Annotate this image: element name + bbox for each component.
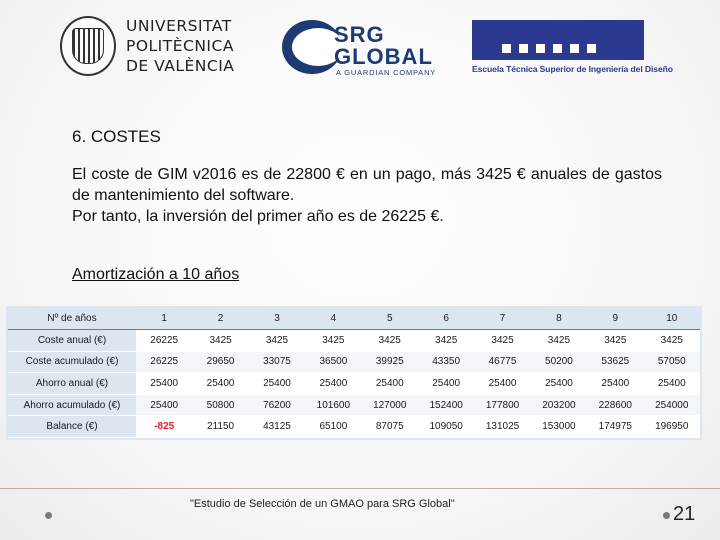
table-header-year: 8 bbox=[530, 308, 588, 331]
upv-logo-text: UNIVERSITAT POLITÈCNICA DE VALÈNCIA bbox=[126, 16, 250, 76]
table-cell: 43350 bbox=[417, 351, 475, 374]
table-row-label: Coste acumulado (€) bbox=[8, 351, 136, 374]
table-cell: 25400 bbox=[643, 372, 700, 395]
table-cell: 174975 bbox=[587, 415, 644, 439]
table-cell: 50200 bbox=[530, 351, 588, 374]
table-cell: 153000 bbox=[530, 415, 588, 439]
upv-seal-icon bbox=[60, 16, 116, 76]
srg-logo-line-2: GLOBAL bbox=[334, 44, 433, 69]
table-cell: 87075 bbox=[361, 415, 418, 439]
etsid-emblem-icon bbox=[472, 20, 644, 60]
table-cell: 57050 bbox=[643, 351, 700, 374]
footer-bullet-right-icon bbox=[663, 512, 670, 519]
etsid-logo: Escuela Técnica Superior de Ingeniería d… bbox=[472, 20, 673, 78]
table-cell: 36500 bbox=[305, 351, 362, 374]
table-header-year: 3 bbox=[248, 308, 306, 331]
table-cell: 203200 bbox=[530, 394, 588, 417]
table-cell: 50800 bbox=[192, 394, 249, 417]
table-cell: 25400 bbox=[305, 372, 362, 395]
footer-divider bbox=[0, 488, 720, 489]
table-cell: 3425 bbox=[587, 329, 644, 352]
table-row-label: Balance (€) bbox=[8, 415, 136, 439]
table-cell: 65100 bbox=[305, 415, 362, 439]
table-cell: 3425 bbox=[192, 329, 249, 352]
table-row: Ahorro acumulado (€) 25400 50800 76200 10160… bbox=[8, 394, 700, 417]
table-cell: 25400 bbox=[192, 372, 249, 395]
table-cell: 43125 bbox=[248, 415, 306, 439]
upv-line-3: DE VALÈNCIA bbox=[126, 57, 235, 75]
table-cell: 3425 bbox=[248, 329, 306, 352]
table-cell: 26225 bbox=[136, 329, 193, 352]
table-header-year: 10 bbox=[643, 308, 700, 331]
table-cell: 25400 bbox=[136, 372, 193, 395]
table-cell: 25400 bbox=[136, 394, 193, 417]
table-header-year: 1 bbox=[136, 308, 193, 331]
srg-logo-line-1: SRG bbox=[334, 22, 385, 47]
table-header-year: 6 bbox=[417, 308, 475, 331]
table-cell: 254000 bbox=[643, 394, 700, 417]
table-row-label: Coste anual (€) bbox=[8, 329, 136, 352]
upv-logo: UNIVERSITAT POLITÈCNICA DE VALÈNCIA bbox=[60, 14, 250, 78]
table-cell: 101600 bbox=[305, 394, 362, 417]
srg-swoosh-icon bbox=[282, 20, 344, 74]
table-header-year: 7 bbox=[474, 308, 531, 331]
table-cell: 25400 bbox=[248, 372, 306, 395]
table-cell: 131025 bbox=[474, 415, 531, 439]
table-cell: 39925 bbox=[361, 351, 418, 374]
table-cell: 25400 bbox=[530, 372, 588, 395]
table-cell: 3425 bbox=[643, 329, 700, 352]
table-cell: 33075 bbox=[248, 351, 306, 374]
table-cell: 3425 bbox=[474, 329, 531, 352]
table-cell: 3425 bbox=[361, 329, 418, 352]
table-cell: 21150 bbox=[192, 415, 249, 439]
table-cell: 228600 bbox=[587, 394, 644, 417]
footer-caption: "Estudio de Selección de un GMAO para SR… bbox=[190, 498, 455, 510]
table-header-year: 5 bbox=[361, 308, 418, 331]
table-row-label: Ahorro anual (€) bbox=[8, 372, 136, 395]
srg-tagline: A GUARDIAN COMPANY bbox=[336, 68, 437, 77]
table-row: Ahorro anual (€) 25400 25400 25400 25400 2540… bbox=[8, 372, 700, 395]
table-header-year: 4 bbox=[305, 308, 362, 331]
table-cell: 76200 bbox=[248, 394, 306, 417]
table-cell: 29650 bbox=[192, 351, 249, 374]
table-cell: 25400 bbox=[417, 372, 475, 395]
etsid-name: Escuela Técnica Superior de Ingeniería d… bbox=[472, 64, 673, 74]
table-cell: 3425 bbox=[305, 329, 362, 352]
table-row: Coste acumulado (€) 26225 29650 33075 36500 3… bbox=[8, 351, 700, 374]
table-cell: 3425 bbox=[530, 329, 588, 352]
table-header-year: 2 bbox=[192, 308, 249, 331]
cost-paragraph-line-2: Por tanto, la inversión del primer año e… bbox=[72, 208, 444, 225]
table-header-year: 9 bbox=[587, 308, 644, 331]
section-heading: 6. COSTES bbox=[72, 127, 161, 146]
upv-line-2: POLITÈCNICA bbox=[126, 37, 234, 55]
table-cell: 53625 bbox=[587, 351, 644, 374]
table-row: Balance (€) -825 21150 43125 65100 87075 10905… bbox=[8, 415, 700, 439]
table-cell: 26225 bbox=[136, 351, 193, 374]
table-cell: 25400 bbox=[587, 372, 644, 395]
table-cell: 127000 bbox=[361, 394, 418, 417]
srg-global-logo: SRG GLOBAL A GUARDIAN COMPANY bbox=[282, 18, 442, 78]
amortization-subheading: Amortización a 10 años bbox=[72, 266, 240, 283]
table-header-row: Nº de años 1 2 3 4 5 6 7 8 9 10 bbox=[8, 308, 700, 331]
table-cell: 46775 bbox=[474, 351, 531, 374]
upv-line-1: UNIVERSITAT bbox=[126, 17, 232, 35]
table-cell: 152400 bbox=[417, 394, 475, 417]
table-cell: 3425 bbox=[417, 329, 475, 352]
cost-paragraph-line-1: El coste de GIM v2016 es de 22800 € en u… bbox=[72, 166, 662, 204]
table-cell: 25400 bbox=[474, 372, 531, 395]
table-cell: 25400 bbox=[361, 372, 418, 395]
cost-paragraph: El coste de GIM v2016 es de 22800 € en u… bbox=[72, 164, 662, 227]
amortization-table: Nº de años 1 2 3 4 5 6 7 8 9 10 Coste anual (€) 2622… bbox=[6, 306, 702, 440]
table-cell: -825 bbox=[136, 415, 193, 439]
page-number: 21 bbox=[673, 503, 696, 525]
table-row-label: Ahorro acumulado (€) bbox=[8, 394, 136, 417]
table-cell: 109050 bbox=[417, 415, 475, 439]
table-cell: 177800 bbox=[474, 394, 531, 417]
table-row: Coste anual (€) 26225 3425 3425 3425 3425 3425… bbox=[8, 329, 700, 352]
table-header-label: Nº de años bbox=[8, 308, 136, 331]
table-cell: 196950 bbox=[643, 415, 700, 439]
footer-bullet-left-icon bbox=[45, 512, 52, 519]
